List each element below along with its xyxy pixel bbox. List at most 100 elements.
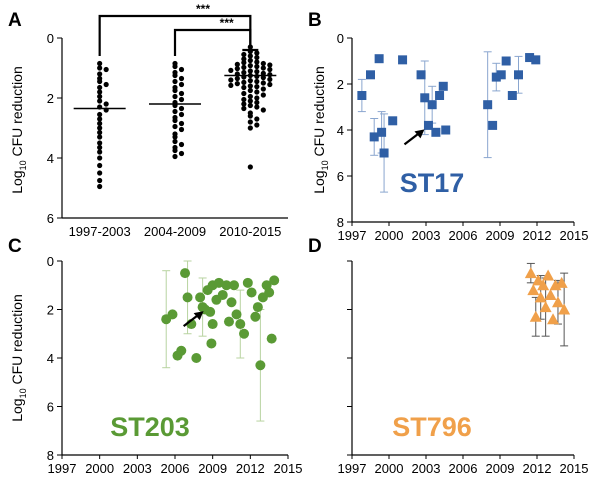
panel-d-point: [542, 269, 555, 281]
panel-a-point: [97, 129, 103, 136]
panel-d-point: [527, 284, 540, 296]
panel-a-point: [254, 122, 260, 128]
panel-d-plot: 1997 2000 2003 2006 2009 2012 2015: [338, 260, 588, 476]
panel-b-point: [507, 91, 517, 100]
panel-a-point: [241, 90, 247, 97]
panel-d-point: [547, 313, 560, 325]
panel-c-xtick-label: 1997: [48, 461, 77, 476]
panel-a-point: [97, 84, 103, 91]
panel-d-xtick-label: 2009: [486, 461, 515, 476]
panel-c-point: [231, 309, 242, 320]
panel-a-point: [260, 86, 266, 92]
panel-a-point: [103, 81, 109, 88]
panel-d-xtick-label: 2000: [375, 461, 404, 476]
panel-a-point: [97, 78, 103, 85]
panel-a-point: [228, 77, 234, 83]
panel-b-arrow-head: [414, 129, 425, 139]
panel-a-point: [97, 71, 103, 77]
panel-a-point: [228, 82, 234, 88]
panel-b-point: [398, 55, 408, 65]
panel-letter-c: C: [8, 236, 22, 257]
panel-d-xtick-label: 2006: [449, 461, 478, 476]
panel-a-point: [267, 81, 273, 88]
panel-a-point: [260, 107, 266, 113]
panel-a-point: [254, 63, 260, 70]
panel-a-point: [178, 105, 185, 112]
panel-a-point: [247, 125, 253, 131]
panel-c-point: [264, 287, 275, 298]
panel-a-point: [254, 116, 260, 122]
panel-a-point: [97, 93, 103, 100]
panel-b-point: [514, 70, 523, 80]
panel-c-ytick-label: 8: [47, 448, 54, 463]
panel-a-point: [97, 111, 103, 118]
panel-a-point: [260, 60, 266, 67]
panel-b-ytick-label: 6: [337, 169, 344, 184]
panel-a-point: [178, 81, 185, 88]
panel-a-point: [97, 140, 103, 146]
panel-a-point: [234, 66, 240, 72]
panel-a-point: [247, 93, 253, 100]
panel-d-point: [534, 291, 547, 303]
panel-a-point: [254, 78, 260, 85]
panel-b-xtick-label: 2006: [449, 228, 478, 243]
panel-c-point: [266, 333, 277, 344]
panel-c-xtick-label: 2006: [161, 461, 190, 476]
panel-a-point: [178, 96, 185, 103]
panel-c-point: [235, 319, 246, 330]
panel-d-xtick-label: 2012: [523, 461, 552, 476]
panel-letter-a: A: [8, 10, 22, 31]
panel-c-xtick-label: 2000: [85, 461, 114, 476]
panel-b-point: [438, 81, 448, 91]
panel-c-point: [195, 292, 206, 303]
panel-a-point: [241, 51, 247, 58]
panel-c-point: [269, 275, 280, 286]
panel-a-point: [247, 53, 253, 59]
panel-c-xtick-label: 2012: [236, 461, 265, 476]
panel-c-point: [223, 316, 234, 327]
panel-c-ytick-label: 4: [47, 351, 54, 366]
panel-a-point: [178, 111, 185, 118]
panel-c-point: [250, 311, 261, 322]
panel-a-point: [254, 104, 260, 110]
panel-a-point: [260, 75, 266, 81]
panel-a-point: [97, 144, 103, 151]
panel-b-point: [501, 56, 511, 66]
panel-b-point: [374, 54, 384, 64]
panel-a-point: [97, 177, 103, 184]
panel-a-point: [247, 119, 253, 125]
panel-b-point: [531, 55, 541, 65]
panel-d-xtick-label: 1997: [338, 461, 367, 476]
panel-a-point: [178, 150, 185, 157]
panel-c-point: [205, 306, 216, 317]
panel-b-point: [420, 93, 430, 103]
panel-a-point: [247, 164, 253, 170]
panel-a-point: [247, 98, 253, 104]
panel-a-point: [254, 95, 260, 101]
panel-d-point: [529, 310, 542, 322]
panel-a-point: [247, 57, 253, 64]
panel-b-xtick-label: 2003: [412, 228, 441, 243]
panel-b-ytick-label: 4: [337, 123, 344, 138]
panel-a-point: [234, 75, 240, 82]
panel-a-category-label: 1997-2003: [69, 224, 131, 239]
panel-c-point: [180, 268, 191, 279]
panel-b-point: [496, 70, 506, 80]
panel-a-point: [172, 108, 178, 115]
panel-a-point: [254, 54, 260, 61]
panel-a-point: [260, 80, 266, 86]
panel-a-point: [247, 68, 253, 74]
panel-a-point: [97, 125, 103, 131]
panel-a-point: [254, 69, 260, 75]
panel-a-point: [267, 72, 273, 78]
panel-c-point: [242, 277, 253, 288]
panel-d-point: [539, 301, 552, 313]
panel-a-point: [241, 84, 247, 91]
panel-a-point: [178, 141, 185, 148]
panel-b-point: [441, 125, 451, 135]
panel-a-point: [241, 79, 247, 85]
panel-a-point: [254, 73, 260, 79]
panel-c-point: [182, 292, 193, 303]
panel-a-point: [247, 113, 253, 119]
